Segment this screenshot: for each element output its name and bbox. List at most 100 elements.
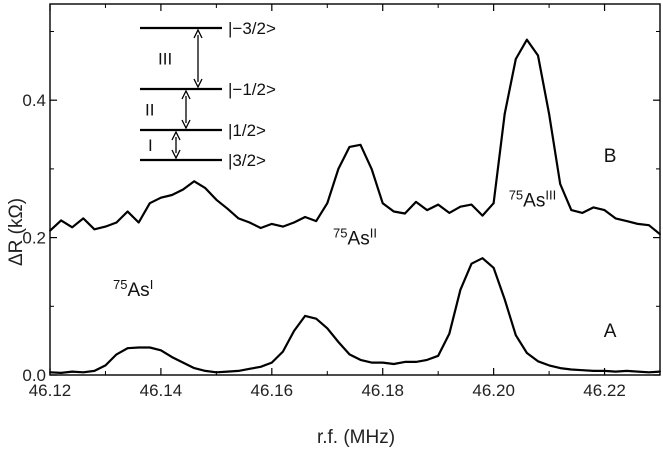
data-point <box>337 341 340 343</box>
data-point <box>193 180 196 183</box>
data-point <box>636 222 639 225</box>
arrow-head <box>171 149 181 160</box>
data-point <box>659 370 661 373</box>
arrow-head <box>181 119 191 130</box>
plot-frame-rect <box>49 3 661 376</box>
data-point <box>392 210 395 213</box>
data-point <box>115 353 118 356</box>
data-point <box>625 220 628 223</box>
data-point <box>392 363 395 365</box>
data-point <box>648 224 650 227</box>
data-point <box>259 227 262 229</box>
data-point <box>270 361 273 364</box>
data-point <box>104 225 107 228</box>
data-point <box>304 216 306 218</box>
data-point <box>581 369 584 372</box>
data-point <box>215 198 218 201</box>
data-point <box>592 369 595 372</box>
data-point <box>548 113 550 115</box>
data-point <box>204 187 207 190</box>
data-point <box>160 196 162 199</box>
data-point <box>304 315 306 317</box>
trace-label: B <box>604 146 617 167</box>
x-tick-label: 46.16 <box>251 381 294 400</box>
data-point <box>293 221 295 224</box>
data-point <box>348 146 351 148</box>
series-line-B <box>49 38 661 236</box>
data-point <box>182 361 184 364</box>
data-point <box>415 361 417 363</box>
data-point <box>514 58 517 60</box>
peak-annotation: 75AsII <box>333 225 377 250</box>
data-point <box>237 217 240 220</box>
energy-level-label: |−3/2> <box>228 19 276 38</box>
data-point <box>137 346 140 349</box>
energy-level-label: |3/2> <box>228 151 266 170</box>
data-point <box>614 217 617 220</box>
data-point <box>293 330 295 332</box>
data-point <box>49 229 51 232</box>
data-point <box>160 349 162 352</box>
data-point <box>559 183 562 185</box>
y-axis-label: ΔR (kΩ) <box>6 198 27 266</box>
data-point <box>282 225 284 228</box>
data-point <box>359 358 362 361</box>
data-point <box>282 350 284 353</box>
data-point <box>481 257 484 260</box>
axis-ticks: 46.12 46.14 46.16 46.18 46.20 46.22 0.0 0.2 0.4 <box>22 4 660 400</box>
data-point <box>625 369 628 372</box>
data-point <box>182 188 184 191</box>
data-point <box>648 371 650 374</box>
data-point <box>426 209 428 212</box>
transition-label: I <box>148 136 153 155</box>
data-point <box>148 346 151 349</box>
x-axis-label: r.f. (MHz) <box>317 427 395 448</box>
data-point <box>470 262 473 265</box>
data-point <box>60 219 62 222</box>
data-point <box>570 368 573 371</box>
data-point <box>514 334 517 337</box>
data-point <box>381 202 384 205</box>
series-group <box>49 38 661 374</box>
data-point <box>581 211 584 214</box>
peak-annotations: 75AsI 75AsII 75AsIII B A <box>113 146 617 342</box>
peak-annotation: 75AsI <box>113 276 153 301</box>
y-tick-label: 0.0 <box>22 366 46 385</box>
data-point <box>326 202 329 205</box>
data-point <box>459 288 462 291</box>
x-tick-label: 46.22 <box>583 381 626 400</box>
data-point <box>337 167 340 170</box>
data-point <box>248 367 251 370</box>
data-point <box>614 370 617 373</box>
data-point <box>503 298 506 301</box>
data-point <box>415 200 417 203</box>
data-point <box>104 364 107 367</box>
data-point <box>492 202 495 205</box>
data-point <box>570 209 573 212</box>
arrow-head <box>181 89 191 100</box>
transition-label: III <box>158 50 172 69</box>
arrow-head <box>193 78 203 89</box>
data-point <box>315 220 318 223</box>
data-point <box>492 266 495 269</box>
series-line-A <box>49 257 661 374</box>
data-point <box>636 370 639 373</box>
transition-label: II <box>145 101 154 120</box>
data-point <box>448 211 451 214</box>
data-point <box>370 361 373 364</box>
y-tick-label: 0.2 <box>22 229 46 248</box>
data-point <box>93 228 96 231</box>
data-point <box>226 370 229 373</box>
data-point <box>437 203 440 206</box>
data-point <box>171 194 173 196</box>
data-point <box>459 205 462 208</box>
data-point <box>82 217 85 220</box>
data-point <box>348 353 351 356</box>
data-point <box>526 352 528 354</box>
data-point <box>226 207 229 210</box>
plot-frame <box>49 3 661 376</box>
data-point <box>526 38 528 41</box>
data-point <box>126 347 129 350</box>
data-point <box>426 358 428 361</box>
